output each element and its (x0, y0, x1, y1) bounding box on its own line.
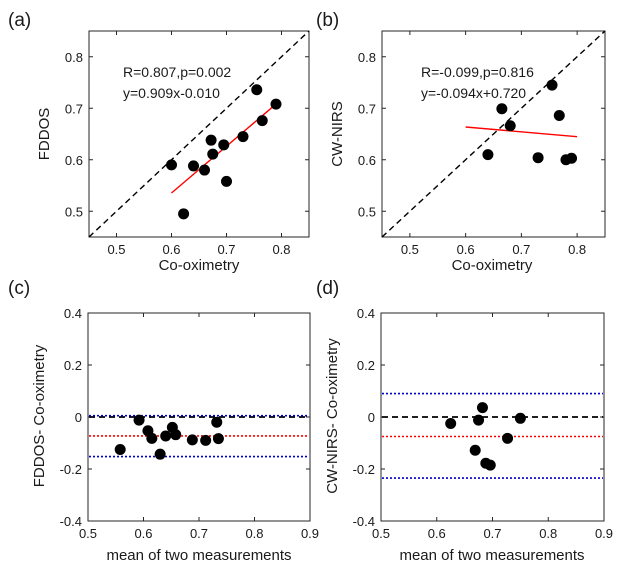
panel-a-data-point (205, 134, 217, 146)
panel-b-xtick-label: 0.6 (457, 242, 475, 257)
panel-a-data-point (251, 84, 263, 96)
panel-c: (c) 0.5 0.6 0.7 0.8 0.9 -0.4 -0.2 0 0.2 0.4 mean … (8, 278, 319, 564)
panel-d-ytick-label: 0 (368, 410, 375, 425)
panel-b-xlabel: Co-oximetry (452, 257, 533, 274)
panel-d-label: (d) (316, 278, 339, 299)
panel-a-data-point (188, 160, 199, 172)
panel-b-ytick-label: 0.6 (358, 153, 376, 168)
panel-a-xtick-label: 0.8 (272, 242, 290, 257)
panel-b-xtick-label: 0.7 (512, 242, 530, 257)
panel-c-data-point (186, 434, 198, 446)
panel-a-label: (a) (8, 10, 31, 31)
panel-c-data-point (154, 448, 166, 460)
panel-b-data-point (532, 152, 544, 164)
panel-c-ytick-label: 0.4 (64, 306, 82, 321)
panel-b-ytick-label: 0.8 (358, 50, 376, 65)
panel-c-data-point (212, 433, 224, 445)
panel-c-ytick-label: -0.2 (60, 462, 82, 477)
panel-b-data-point (553, 109, 565, 121)
panel-c-data-point (114, 444, 126, 455)
panel-c-xtick-label: 0.8 (245, 526, 263, 541)
panel-b-fit-annotation: y=-0.094x+0.720 (421, 85, 526, 101)
panel-d-xtick-label: 0.8 (539, 526, 557, 541)
panel-a-data-point (207, 148, 219, 160)
panel-b-xtick-label: 0.8 (568, 242, 586, 257)
panel-b-ytick-label: 0.5 (358, 204, 376, 219)
panel-c-data-point (170, 429, 182, 441)
panel-d-ytick-label: 0.2 (357, 358, 375, 373)
panel-c-data-point (160, 430, 172, 442)
panel-b-data-point (496, 103, 508, 115)
panel-c-xtick-label: 0.5 (79, 526, 97, 541)
panel-d-xtick-label: 0.9 (595, 526, 613, 541)
panel-b-data-point (546, 79, 558, 91)
panel-b-ylabel: CW-NIRS (329, 101, 346, 167)
panel-d-xtick-label: 0.6 (428, 526, 446, 541)
panel-a-data-point (221, 175, 232, 187)
panel-a-ytick-label: 0.6 (65, 153, 83, 168)
panel-b: (b) 0.5 0.6 0.7 0.8 0.5 0.6 0.7 0.8 R=-0.099,p=… (316, 10, 606, 274)
panel-a-ytick-label: 0.5 (65, 204, 83, 219)
panel-a-ylabel: FDDOS (36, 108, 53, 161)
panel-d-ytick-label: 0.4 (357, 306, 375, 321)
panel-b-label: (b) (316, 10, 339, 31)
panel-b-data-point (482, 149, 494, 161)
panel-b-identity-line (381, 30, 606, 238)
panel-a-data-point (237, 131, 249, 143)
panel-a-data-point (256, 115, 268, 127)
panel-d-data-point (445, 418, 457, 429)
panel-c-data-point (133, 414, 145, 426)
panel-a-fit-annotation: y=0.909x-0.010 (123, 85, 220, 101)
panel-d-data-point (476, 402, 488, 414)
panel-c-xtick-label: 0.7 (190, 526, 208, 541)
panel-a-ytick-label: 0.8 (65, 50, 83, 65)
panel-d-data-point (502, 432, 514, 444)
panel-a-xtick-label: 0.5 (107, 242, 125, 257)
panel-a-data-point (166, 159, 177, 171)
panel-a: (a) 0.5 0.6 0.7 0.8 0.5 0.6 0.7 0.8 R=0.807,p=0… (8, 10, 310, 274)
panel-d-ytick-label: -0.4 (353, 514, 375, 529)
panel-a-data-point (199, 164, 210, 176)
panel-c-ytick-label: 0 (75, 410, 82, 425)
panel-b-xtick-label: 0.5 (401, 242, 419, 257)
panel-d-data-point (469, 444, 481, 456)
panel-d-ytick-label: -0.2 (353, 462, 375, 477)
panel-d: (d) 0.5 0.6 0.7 0.8 0.9 -0.4 -0.2 0 0.2 0.4 mean … (316, 278, 613, 564)
panel-d-data-point (484, 459, 496, 471)
panel-c-ytick-label: -0.4 (60, 514, 82, 529)
panel-c-xtick-label: 0.6 (134, 526, 152, 541)
panel-d-ylabel: CW-NIRS- Co-oximetry (324, 338, 341, 494)
panel-a-xlabel: Co-oximetry (159, 257, 240, 274)
panel-c-label: (c) (8, 278, 30, 299)
panel-c-data-point (146, 432, 158, 444)
panel-a-data-point (270, 98, 282, 110)
panel-a-data-point (218, 139, 230, 151)
panel-c-xlabel: mean of two measurements (106, 547, 291, 564)
panel-a-identity-line (88, 30, 310, 238)
panel-c-xtick-label: 0.9 (301, 526, 319, 541)
panel-a-xtick-label: 0.6 (162, 242, 180, 257)
panel-d-xlabel: mean of two measurements (399, 547, 584, 564)
panel-d-xtick-label: 0.5 (372, 526, 390, 541)
panel-a-ytick-label: 0.7 (65, 101, 83, 116)
panel-a-xtick-label: 0.7 (217, 242, 235, 257)
panel-d-data-point (473, 414, 485, 426)
panel-c-data-point (211, 416, 223, 428)
panel-b-data-point (566, 152, 578, 164)
panel-c-ytick-label: 0.2 (64, 358, 82, 373)
panel-b-fit-line (465, 126, 578, 138)
panel-a-data-point (178, 208, 190, 220)
panel-b-stats-annotation: R=-0.099,p=0.816 (421, 64, 534, 80)
panel-b-ytick-label: 0.7 (358, 101, 376, 116)
panel-a-stats-annotation: R=0.807,p=0.002 (123, 64, 231, 80)
panel-d-data-point (514, 412, 526, 424)
panel-c-data-point (200, 434, 212, 446)
panel-b-data-point (504, 120, 516, 132)
panel-d-xtick-label: 0.7 (483, 526, 501, 541)
panel-c-ylabel: FDDOS- Co-oximetry (31, 344, 48, 487)
